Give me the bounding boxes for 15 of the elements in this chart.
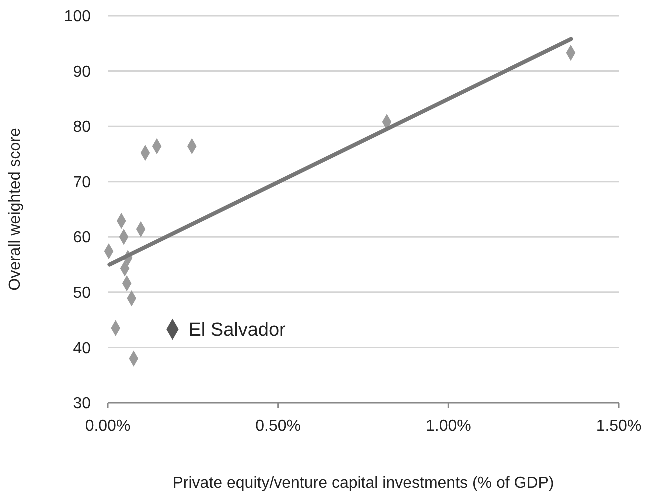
y-tick-label: 50 (73, 285, 92, 302)
y-tick-label: 40 (73, 340, 92, 358)
y-tick-label: 70 (73, 174, 92, 192)
y-tick-label: 60 (73, 230, 92, 247)
y-tick-label: 90 (73, 64, 92, 81)
x-tick-label: 1.50% (596, 418, 642, 435)
x-tick-label: 0.50% (256, 418, 302, 435)
y-tick-label: 100 (64, 8, 92, 26)
series-label: El Salvador (188, 320, 287, 342)
y-axis-title: Overall weighted score (7, 128, 24, 291)
y-tick-label: 30 (73, 396, 92, 413)
x-tick-label: 0.00% (85, 418, 131, 435)
x-tick-label: 1.00% (426, 418, 472, 435)
y-tick-label: 80 (73, 119, 92, 136)
x-axis-title: Private equity/venture capital investments (% of GDP) (172, 475, 554, 492)
